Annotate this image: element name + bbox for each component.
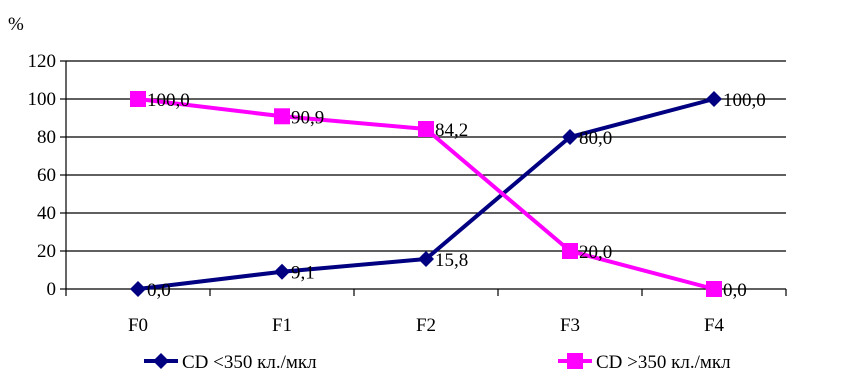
- y-tick-label: 100: [28, 89, 57, 110]
- gridlines: [66, 60, 786, 252]
- data-point-marker: [418, 121, 434, 138]
- legend-marker: [567, 353, 583, 369]
- x-tick-label: F2: [416, 315, 436, 336]
- data-point-marker: [130, 281, 146, 297]
- y-tick-label: 20: [37, 241, 56, 262]
- x-tick-labels: F0 F1 F2 F3 F4: [128, 315, 725, 336]
- data-label: 20,0: [579, 242, 612, 263]
- axes: [60, 60, 787, 296]
- y-tick-labels: 0 20 40 60 80 100 120: [28, 51, 57, 300]
- data-label: 100,0: [723, 90, 766, 111]
- x-tick-label: F1: [272, 315, 292, 336]
- legend-item-2: CD >350 кл./мкл: [558, 352, 731, 373]
- data-label: 0,0: [147, 280, 171, 301]
- series-layer: [130, 91, 722, 297]
- x-tick-label: F4: [704, 315, 725, 336]
- data-point-marker: [706, 91, 722, 107]
- y-tick-label: 80: [37, 127, 56, 148]
- data-label: 100,0: [147, 90, 190, 111]
- x-tick-label: F3: [560, 315, 580, 336]
- legend-label: CD <350 кл./мкл: [182, 352, 317, 373]
- data-point-marker: [274, 108, 290, 125]
- data-point-marker: [130, 91, 146, 107]
- x-tick-label: F0: [128, 315, 148, 336]
- data-point-marker: [274, 263, 290, 280]
- data-point-marker: [706, 281, 722, 297]
- data-label: 90,9: [291, 107, 324, 128]
- data-label: 0,0: [723, 280, 747, 301]
- y-axis-label: %: [8, 14, 24, 35]
- y-tick-label: 0: [47, 279, 57, 300]
- legend-marker: [153, 353, 169, 369]
- y-tick-label: 40: [37, 203, 56, 224]
- data-label: 15,8: [435, 250, 468, 271]
- legend-label: CD >350 кл./мкл: [596, 352, 731, 373]
- legend-item-1: CD <350 кл./мкл: [144, 352, 317, 373]
- legend: CD <350 кл./мкл CD >350 кл./мкл: [144, 352, 731, 373]
- data-label: 9,1: [291, 263, 315, 284]
- data-point-marker: [562, 129, 578, 145]
- y-tick-label: 60: [37, 165, 56, 186]
- y-tick-label: 120: [28, 51, 57, 72]
- data-label: 84,2: [435, 120, 468, 141]
- data-labels: 0,0 9,1 15,8 80,0 100,0 100,0 90,9 84,2 20,0 0,0: [147, 90, 766, 301]
- data-point-marker: [418, 250, 434, 267]
- data-label: 80,0: [579, 128, 612, 149]
- data-point-marker: [562, 243, 578, 259]
